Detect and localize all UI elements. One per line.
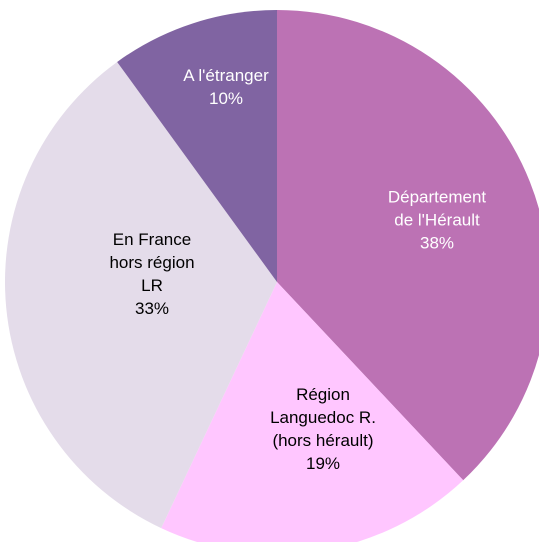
slice-label: En France <box>113 230 191 249</box>
slice-label: LR <box>141 276 163 295</box>
pie-slice <box>277 10 539 481</box>
slice-label: Département <box>388 187 487 206</box>
value-label: 33% <box>135 299 169 318</box>
slice-label: Languedoc R. <box>270 408 376 427</box>
pie-slice <box>117 10 278 282</box>
value-label: 19% <box>306 454 340 473</box>
pie-slice <box>4 61 278 529</box>
value-label: 38% <box>420 233 454 252</box>
slice-label: de l'Hérault <box>394 210 480 229</box>
pie-slice <box>161 282 464 542</box>
slice-label: hors région <box>109 253 194 272</box>
slice-label: (hors hérault) <box>272 431 373 450</box>
value-label: 10% <box>209 89 243 108</box>
slice-label: Région <box>296 385 350 404</box>
slice-label: A l'étranger <box>183 66 269 85</box>
